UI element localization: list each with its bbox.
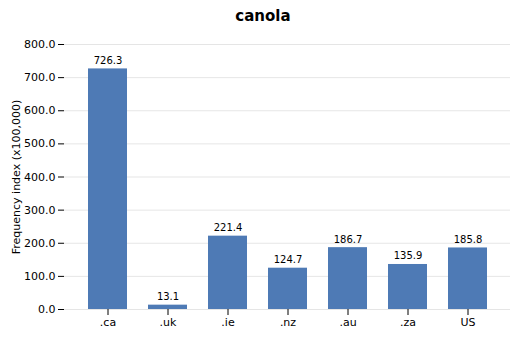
svg-text:.ca: .ca bbox=[100, 316, 116, 329]
svg-text:300.0: 300.0 bbox=[24, 204, 56, 217]
svg-text:.ie: .ie bbox=[221, 316, 235, 329]
svg-text:400.0: 400.0 bbox=[24, 171, 56, 184]
svg-text:0.0: 0.0 bbox=[38, 303, 56, 316]
svg-text:.za: .za bbox=[400, 316, 416, 329]
svg-text:600.0: 600.0 bbox=[24, 104, 56, 117]
svg-text:185.8: 185.8 bbox=[454, 234, 483, 245]
svg-text:.uk: .uk bbox=[160, 316, 177, 329]
html-text:canola: canola bbox=[235, 7, 291, 25]
svg-text:700.0: 700.0 bbox=[24, 71, 56, 84]
svg-text:US: US bbox=[460, 316, 475, 329]
svg-text:.nz: .nz bbox=[280, 316, 296, 329]
svg-text:200.0: 200.0 bbox=[24, 237, 56, 250]
svg-text:500.0: 500.0 bbox=[24, 137, 56, 150]
svg-text:.au: .au bbox=[339, 316, 356, 329]
svg-text:124.7: 124.7 bbox=[274, 254, 303, 265]
svg-text:186.7: 186.7 bbox=[334, 234, 363, 245]
svg-text:Frequency index (x100,000): Frequency index (x100,000) bbox=[10, 100, 23, 255]
svg-text:800.0: 800.0 bbox=[24, 38, 56, 51]
svg-text:135.9: 135.9 bbox=[394, 250, 423, 261]
svg-text:726.3: 726.3 bbox=[94, 55, 123, 66]
svg-text:100.0: 100.0 bbox=[24, 270, 56, 283]
svg-text:13.1: 13.1 bbox=[157, 291, 179, 302]
svg-text:221.4: 221.4 bbox=[214, 222, 243, 233]
